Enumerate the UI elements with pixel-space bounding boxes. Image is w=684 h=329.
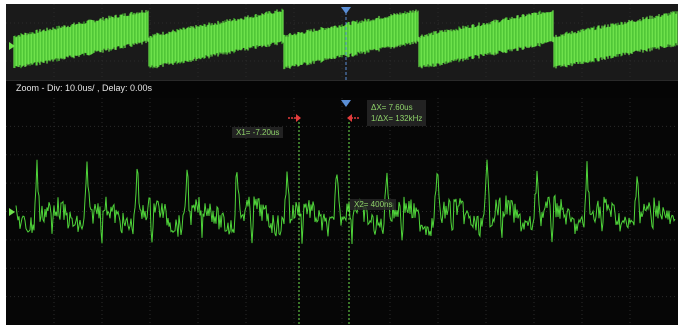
oscilloscope-display: Zoom - Div: 10.0us/ , Delay: 0.00s X1= -	[6, 4, 678, 325]
zoom-channel-marker-icon[interactable]	[9, 208, 15, 216]
overview-waveform-panel	[6, 4, 678, 80]
overview-waveform-band	[13, 8, 678, 70]
cursor-x2-arrow-icon[interactable]	[347, 114, 360, 122]
cursor-x1-arrow-icon[interactable]	[288, 114, 301, 122]
zoom-waveform-panel: X1= -7.20us ΔX= 7.60us 1/ΔX= 132kHz X2= …	[6, 98, 678, 325]
cursor-x1-label: X1= -7.20us	[232, 127, 284, 138]
overview-waveform-svg	[6, 4, 678, 80]
zoom-status-bar: Zoom - Div: 10.0us/ , Delay: 0.00s	[6, 80, 678, 99]
inverse-delta-x-label: 1/ΔX= 132kHz	[371, 114, 423, 123]
zoom-waveform-svg	[6, 98, 678, 325]
cursor-x2-label: X2= 400ns	[350, 199, 397, 210]
overview-channel-marker-icon[interactable]	[9, 42, 15, 50]
zoom-status-text: Zoom - Div: 10.0us/ , Delay: 0.00s	[16, 83, 153, 93]
overview-trigger-marker-icon[interactable]	[341, 7, 351, 14]
zoom-trigger-marker-icon[interactable]	[341, 100, 351, 107]
zoom-grid	[6, 98, 678, 325]
zoom-waveform-trace	[15, 159, 676, 245]
delta-x-label: ΔX= 7.60us	[371, 103, 413, 112]
cursor-delta-readout: ΔX= 7.60us 1/ΔX= 132kHz	[367, 100, 427, 126]
